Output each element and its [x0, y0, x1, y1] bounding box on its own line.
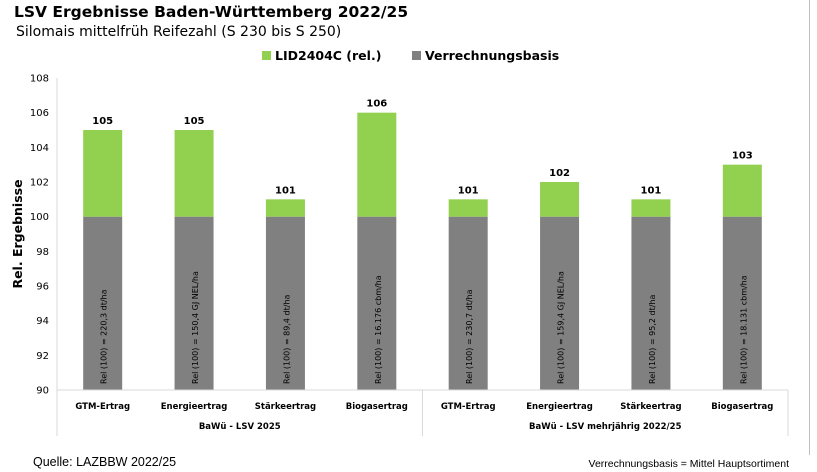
bar-rel-1-4 [357, 112, 397, 217]
bar-base-2-4 [722, 216, 762, 390]
frame-border [809, 0, 810, 455]
value-label-2-1: 101 [458, 185, 479, 196]
bar-rel-1-2 [174, 130, 214, 217]
legend-swatch-2 [412, 51, 421, 60]
chart-subtitle: Silomais mittelfrüh Reifezahl (S 230 bis… [16, 24, 342, 40]
bar-base-2-1 [448, 216, 488, 390]
source-note: Quelle: LAZBBW 2022/25 [33, 455, 177, 469]
category-label-2-1: GTM-Ertrag [441, 402, 496, 412]
y-tick-label-106: 106 [30, 108, 49, 119]
y-tick-label-90: 90 [36, 386, 49, 397]
y-tick-label-96: 96 [36, 282, 49, 293]
bar-rel-2-2 [540, 182, 580, 217]
value-label-2-3: 101 [641, 185, 662, 196]
bar-base-1-4 [357, 216, 397, 390]
y-tick-label-108: 108 [30, 74, 49, 85]
legend-swatch-1 [262, 51, 271, 60]
y-axis-title: Rel. Ergebnisse [10, 179, 25, 288]
category-label-1-4: Biogasertrag [346, 402, 408, 412]
bar-rel-1-1 [83, 130, 123, 217]
group-label-1: BaWü - LSV 2025 [199, 422, 281, 432]
value-label-1-1: 105 [92, 116, 113, 127]
bar-base-2-3 [631, 216, 671, 390]
bar-rel-2-1 [448, 199, 488, 217]
y-tick-label-98: 98 [36, 247, 49, 258]
bar-inner-label-2-3: Rel (100) = 95,2 dt/ha [648, 294, 657, 384]
bar-inner-label-2-4: Rel (100) = 18.131 cbm/ha [739, 275, 748, 384]
y-tick-label-104: 104 [30, 143, 49, 154]
category-label-1-1: GTM-Ertrag [75, 402, 130, 412]
category-label-1-3: Stärkeertrag [255, 402, 316, 412]
bar-base-1-1 [83, 216, 123, 390]
bar-inner-label-2-1: Rel (100) = 230,7 dt/ha [465, 289, 474, 384]
value-label-2-4: 103 [732, 151, 753, 162]
legend-label-1: LID2404C (rel.) [275, 48, 381, 63]
bar-rel-2-3 [631, 199, 671, 217]
bar-inner-label-1-3: Rel (100) = 89,4 dt/ha [282, 294, 291, 384]
category-label-2-3: Stärkeertrag [620, 402, 681, 412]
chart-title: LSV Ergebnisse Baden-Württemberg 2022/25 [14, 3, 409, 21]
bar-inner-label-1-1: Rel (100) = 220,3 dt/ha [100, 289, 109, 384]
y-tick-label-100: 100 [30, 212, 49, 223]
y-tick-label-102: 102 [30, 178, 49, 189]
bar-inner-label-1-2: Rel (100) = 150,4 GJ NEL/ha [191, 271, 200, 384]
bar-base-1-3 [265, 216, 305, 390]
category-label-2-4: Biogasertrag [711, 402, 773, 412]
category-label-2-2: Energieertrag [526, 402, 593, 412]
footnote: Verrechnungsbasis = Mittel Hauptsortimen… [588, 458, 789, 470]
value-label-1-2: 105 [184, 116, 205, 127]
legend-label-2: Verrechnungsbasis [425, 48, 559, 63]
value-label-1-3: 101 [275, 185, 296, 196]
bar-rel-1-3 [265, 199, 305, 217]
bar-inner-label-2-2: Rel (100) = 159,4 GJ NEL/ha [557, 271, 566, 384]
group-label-2: BaWü - LSV mehrjährig 2022/25 [529, 422, 682, 432]
bar-base-1-2 [174, 216, 214, 390]
y-tick-label-94: 94 [36, 316, 49, 327]
bar-inner-label-1-4: Rel (100) = 16.176 cbm/ha [374, 275, 383, 384]
category-label-1-2: Energieertrag [161, 402, 228, 412]
bar-rel-2-4 [722, 164, 762, 217]
value-label-1-4: 106 [366, 99, 387, 110]
y-tick-label-92: 92 [36, 351, 49, 362]
value-label-2-2: 102 [549, 168, 570, 179]
bar-base-2-2 [540, 216, 580, 390]
